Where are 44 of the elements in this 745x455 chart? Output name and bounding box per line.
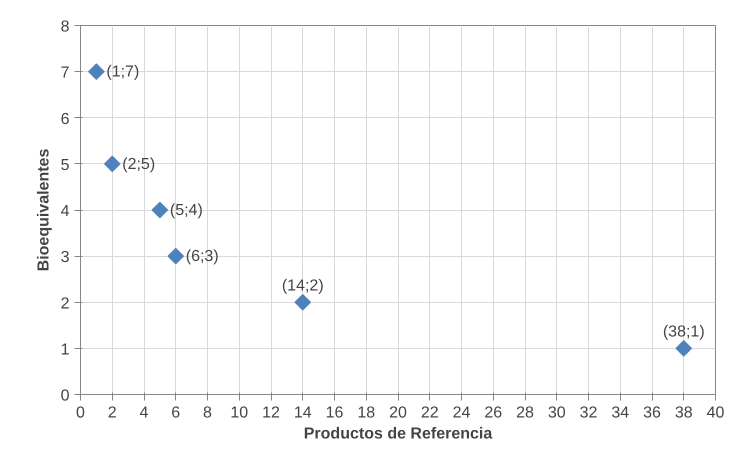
x-tick-label: 30	[548, 404, 566, 422]
y-tick-label: 0	[60, 388, 70, 404]
data-label: (2;5)	[122, 156, 156, 173]
point	[152, 202, 168, 218]
x-tick-label: 2	[108, 404, 117, 422]
x-tick-label: 20	[389, 404, 407, 422]
x-tick-label: 32	[580, 404, 598, 422]
y-tick-label: 2	[60, 295, 70, 312]
x-tick-label: 28	[516, 404, 534, 422]
x-tick-label: 18	[357, 404, 376, 422]
x-tick-label: 38	[674, 404, 693, 422]
y-tick-label: 6	[60, 110, 70, 128]
point	[294, 294, 312, 311]
x-axis-title: Productos de Referencia	[304, 426, 492, 442]
x-tick-label: 6	[171, 404, 180, 422]
point	[88, 63, 105, 80]
x-tick-label: 0	[76, 404, 86, 422]
y-tick-label: 8	[60, 18, 70, 36]
x-tick-label: 40	[706, 404, 724, 422]
y-axis-title: Bioequivalentes	[36, 148, 53, 272]
point	[104, 156, 121, 172]
x-tick-label: 26	[484, 404, 502, 422]
data-label: (1;7)	[106, 64, 140, 81]
data-label: (38;1)	[662, 323, 705, 340]
data-label: (14;2)	[282, 277, 324, 294]
x-tick-label: 24	[452, 404, 470, 422]
y-tick-label: 3	[60, 249, 70, 266]
x-tick-label: 22	[420, 404, 439, 422]
x-tick-label: 36	[643, 404, 661, 422]
point	[167, 248, 184, 264]
data-label: (5;4)	[170, 202, 203, 219]
x-tick-label: 34	[611, 404, 630, 422]
x-tick-label: 10	[230, 404, 248, 422]
y-tick-label: 7	[60, 64, 70, 82]
point	[675, 340, 692, 357]
data-label: (6;3)	[186, 248, 219, 266]
y-tick-label: 1	[60, 341, 70, 358]
x-tick-label: 14	[294, 404, 312, 422]
x-tick-label: 4	[140, 404, 149, 422]
y-tick-label: 5	[60, 156, 70, 174]
y-tick-label: 4	[60, 203, 70, 220]
x-tick-label: 16	[326, 404, 344, 422]
x-tick-label: 12	[262, 404, 280, 422]
x-tick-label: 8	[203, 404, 212, 422]
